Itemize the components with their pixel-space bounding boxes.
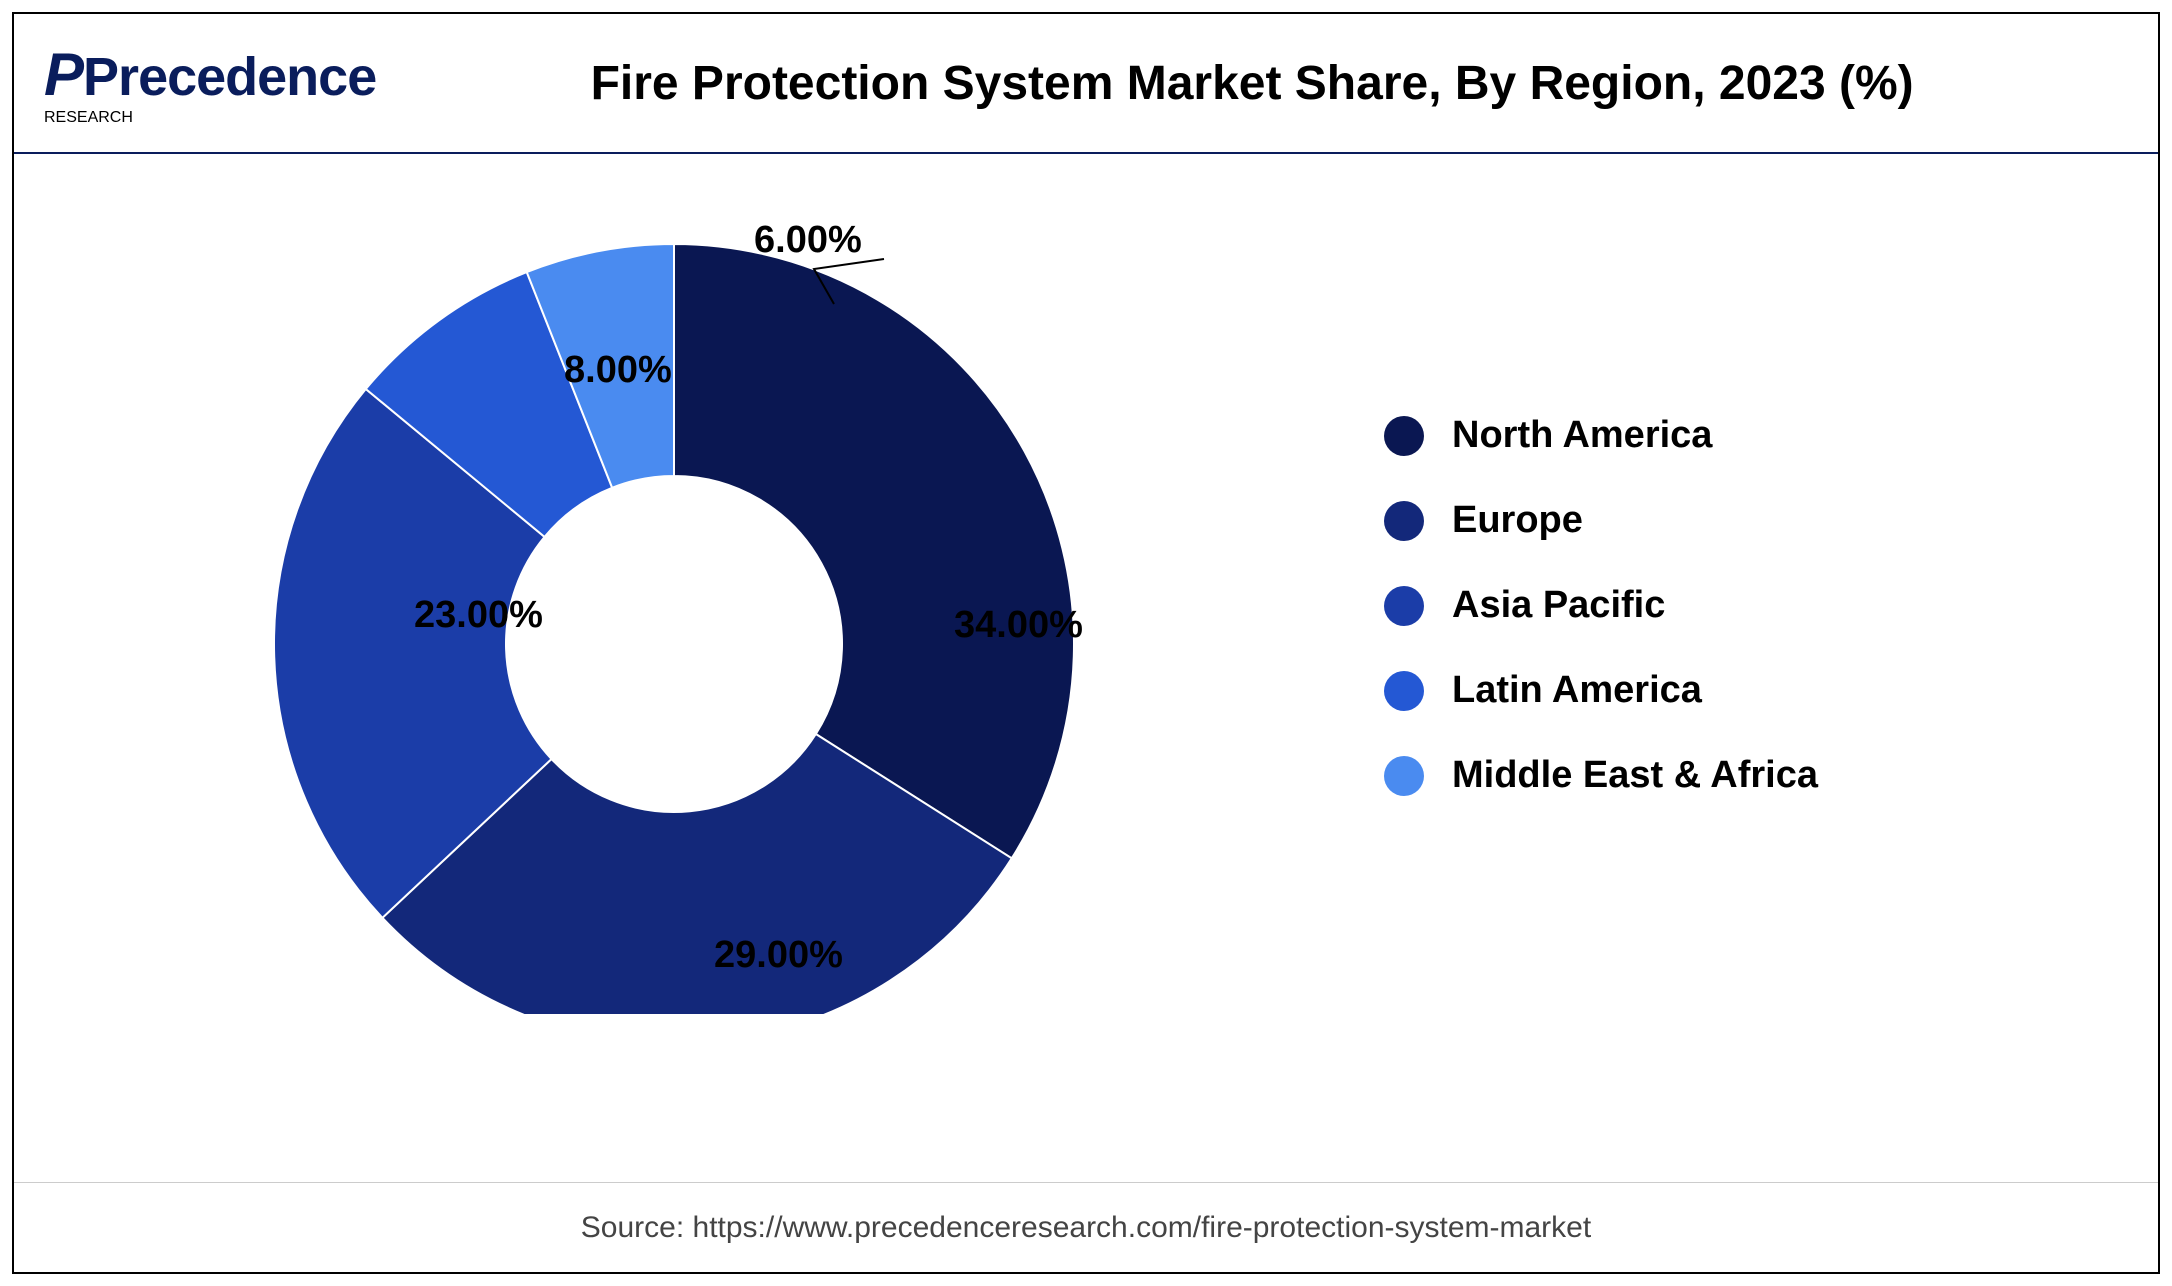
logo-text: Precedence (83, 46, 376, 108)
slice-label-europe: 29.00% (714, 934, 843, 977)
header: PPrecedence RESEARCH Fire Protection Sys… (14, 14, 2158, 154)
chart-area: 34.00% 29.00% 23.00% 8.00% 6.00% North A… (14, 154, 2158, 1182)
legend-dot-icon (1384, 416, 1424, 456)
legend-item-mea: Middle East & Africa (1384, 754, 1818, 797)
legend-label: Asia Pacific (1452, 584, 1665, 627)
legend-label: Middle East & Africa (1452, 754, 1818, 797)
brand-logo: PPrecedence RESEARCH (44, 40, 376, 127)
legend: North America Europe Asia Pacific Latin … (1384, 414, 1818, 797)
legend-dot-icon (1384, 756, 1424, 796)
legend-dot-icon (1384, 501, 1424, 541)
legend-item-asia-pacific: Asia Pacific (1384, 584, 1818, 627)
chart-title: Fire Protection System Market Share, By … (376, 56, 2128, 111)
legend-dot-icon (1384, 586, 1424, 626)
slice-label-mea: 6.00% (754, 219, 862, 262)
slice-label-north-america: 34.00% (954, 604, 1083, 647)
logo-subtext: RESEARCH (44, 109, 376, 127)
legend-item-europe: Europe (1384, 499, 1818, 542)
legend-label: Latin America (1452, 669, 1702, 712)
donut-hole (506, 476, 842, 812)
donut-chart: 34.00% 29.00% 23.00% 8.00% 6.00% (264, 194, 1084, 1014)
source-text: Source: https://www.precedenceresearch.c… (581, 1211, 1591, 1245)
legend-dot-icon (1384, 671, 1424, 711)
chart-frame: PPrecedence RESEARCH Fire Protection Sys… (12, 12, 2160, 1274)
legend-label: North America (1452, 414, 1712, 457)
logo-p-icon: P (44, 40, 83, 109)
legend-item-latin-america: Latin America (1384, 669, 1818, 712)
legend-label: Europe (1452, 499, 1583, 542)
slice-label-asia-pacific: 23.00% (414, 594, 543, 637)
slice-label-latin-america: 8.00% (564, 349, 672, 392)
footer: Source: https://www.precedenceresearch.c… (14, 1182, 2158, 1272)
legend-item-north-america: North America (1384, 414, 1818, 457)
